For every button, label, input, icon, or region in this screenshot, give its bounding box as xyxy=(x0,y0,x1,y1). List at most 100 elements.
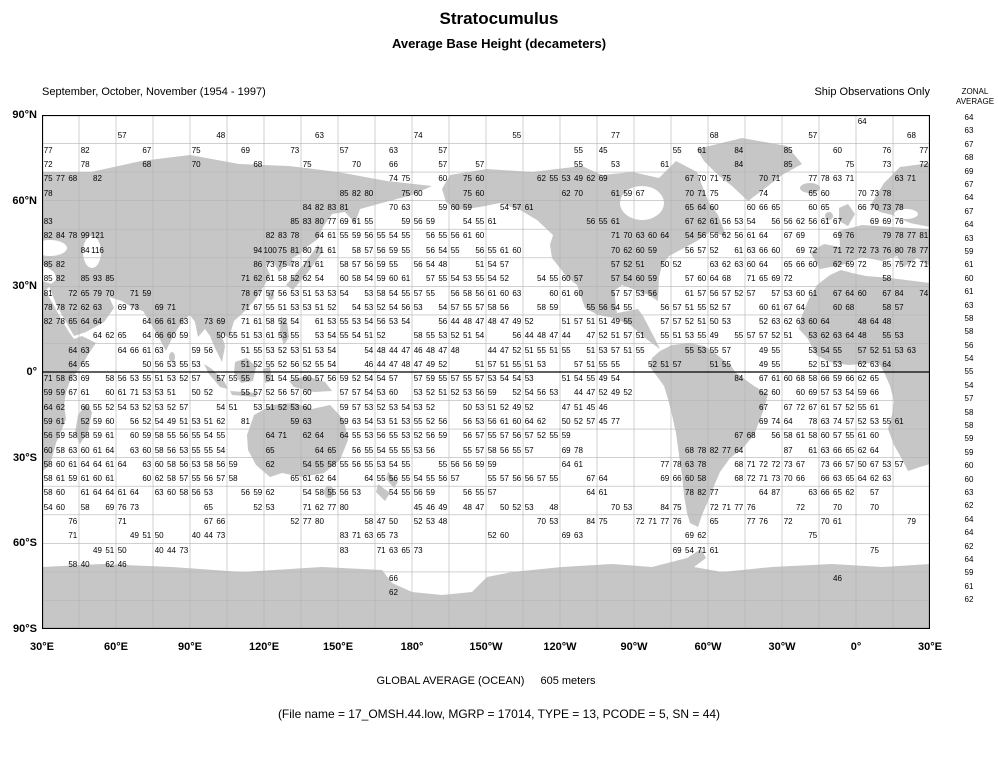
grid-value: 49 xyxy=(130,531,139,541)
grid-value: 51 xyxy=(315,302,324,312)
grid-value: 64 xyxy=(117,459,127,469)
grid-value: 57 xyxy=(722,345,731,355)
grid-value: 57 xyxy=(475,160,485,169)
grid-value: 72 xyxy=(783,274,793,284)
zonal-average-value: 59 xyxy=(964,568,974,578)
grid-value: 52 xyxy=(278,359,287,369)
grid-value: 57 xyxy=(574,317,583,326)
grid-value: 58 xyxy=(278,274,287,284)
grid-value: 56 xyxy=(660,302,670,312)
grid-value: 78 xyxy=(697,459,707,469)
grid-value: 65 xyxy=(685,202,694,212)
grid-value: 71 xyxy=(648,516,657,526)
grid-value: 56 xyxy=(191,488,201,498)
grid-value: 55 xyxy=(179,359,189,369)
grid-value: 60 xyxy=(80,445,90,455)
grid-value: 52 xyxy=(524,317,534,326)
grid-value: 68 xyxy=(734,459,744,469)
grid-value: 62 xyxy=(315,502,324,512)
grid-value: 57 xyxy=(216,474,226,484)
zonal-average-value: 59 xyxy=(964,434,974,444)
grid-value: 56 xyxy=(167,445,176,455)
grid-value: 58 xyxy=(179,488,189,498)
grid-value: 60 xyxy=(438,174,448,184)
x-tick-label: 150°E xyxy=(322,641,354,653)
grid-value: 55 xyxy=(574,145,583,155)
grid-value: 66 xyxy=(389,160,398,169)
grid-value: 53 xyxy=(537,359,546,369)
grid-value: 83 xyxy=(339,545,349,555)
grid-value: 63 xyxy=(808,488,818,498)
grid-value: 64 xyxy=(870,445,879,455)
grid-value: 63 xyxy=(389,545,398,555)
grid-value: 61 xyxy=(401,274,411,284)
grid-value: 70 xyxy=(783,474,793,484)
grid-value: 70 xyxy=(352,160,361,169)
grid-value: 55 xyxy=(204,445,213,455)
grid-value: 61 xyxy=(808,445,818,455)
land-shape xyxy=(650,343,768,527)
grid-value: 71 xyxy=(746,459,756,469)
grid-value: 53 xyxy=(413,402,423,412)
grid-value: 54 xyxy=(623,274,633,284)
grid-value: 53 xyxy=(808,345,818,355)
grid-value: 64 xyxy=(796,302,805,312)
grid-value: 45 xyxy=(598,145,608,155)
grid-value: 62 xyxy=(870,474,879,484)
grid-value: 57 xyxy=(117,131,127,141)
grid-value: 52 xyxy=(278,402,287,412)
land-shape xyxy=(247,403,348,477)
grid-value: 56 xyxy=(376,431,386,441)
grid-value: 57 xyxy=(413,288,423,298)
grid-value: 59 xyxy=(339,402,349,412)
grid-value: 75 xyxy=(43,174,53,184)
grid-value: 59 xyxy=(376,274,386,284)
grid-value: 59 xyxy=(43,417,53,426)
grid-value: 64 xyxy=(315,445,324,455)
grid-value: 58 xyxy=(413,331,423,341)
grid-value: 69 xyxy=(561,531,571,541)
grid-value: 63 xyxy=(142,459,152,469)
grid-value: 53 xyxy=(413,445,423,455)
grid-value: 54 xyxy=(290,317,300,326)
grid-value: 64 xyxy=(882,359,892,369)
grid-value: 53 xyxy=(302,302,312,312)
grid-value: 71 xyxy=(241,302,250,312)
grid-value: 56 xyxy=(179,431,189,441)
grid-value: 47 xyxy=(500,345,509,355)
grid-value: 61 xyxy=(56,417,65,426)
grid-value: 49 xyxy=(167,417,176,426)
grid-value: 59 xyxy=(389,245,398,255)
zonal-average-value: 54 xyxy=(964,380,974,390)
grid-value: 52 xyxy=(105,402,115,412)
grid-value: 70 xyxy=(833,502,842,512)
grid-value: 55 xyxy=(315,459,324,469)
grid-value: 81 xyxy=(919,231,929,241)
grid-value: 76 xyxy=(117,502,127,512)
grid-value: 75 xyxy=(401,188,411,198)
grid-value: 46 xyxy=(833,574,842,583)
grid-value: 66 xyxy=(130,345,139,355)
grid-value: 84 xyxy=(586,516,596,526)
grid-value: 54 xyxy=(352,331,361,341)
grid-value: 64 xyxy=(93,317,102,326)
grid-value: 61 xyxy=(561,288,571,298)
grid-value: 56 xyxy=(438,474,448,484)
grid-value: 68 xyxy=(685,445,694,455)
grid-value: 75 xyxy=(845,160,855,169)
grid-value: 67 xyxy=(635,188,645,198)
grid-value: 61 xyxy=(709,217,719,227)
grid-value: 48 xyxy=(463,502,472,512)
grid-value: 49 xyxy=(426,359,435,369)
grid-value: 61 xyxy=(487,288,497,298)
grid-value: 63 xyxy=(820,417,830,426)
grid-value: 61 xyxy=(771,374,781,384)
grid-value: 77 xyxy=(327,217,337,227)
grid-value: 56 xyxy=(204,474,213,484)
grid-value: 78 xyxy=(56,317,65,326)
grid-value: 52 xyxy=(290,274,300,284)
grid-value: 63 xyxy=(833,174,842,184)
grid-value: 56 xyxy=(401,302,411,312)
grid-value: 69 xyxy=(845,259,855,269)
grid-value: 57 xyxy=(413,374,423,384)
